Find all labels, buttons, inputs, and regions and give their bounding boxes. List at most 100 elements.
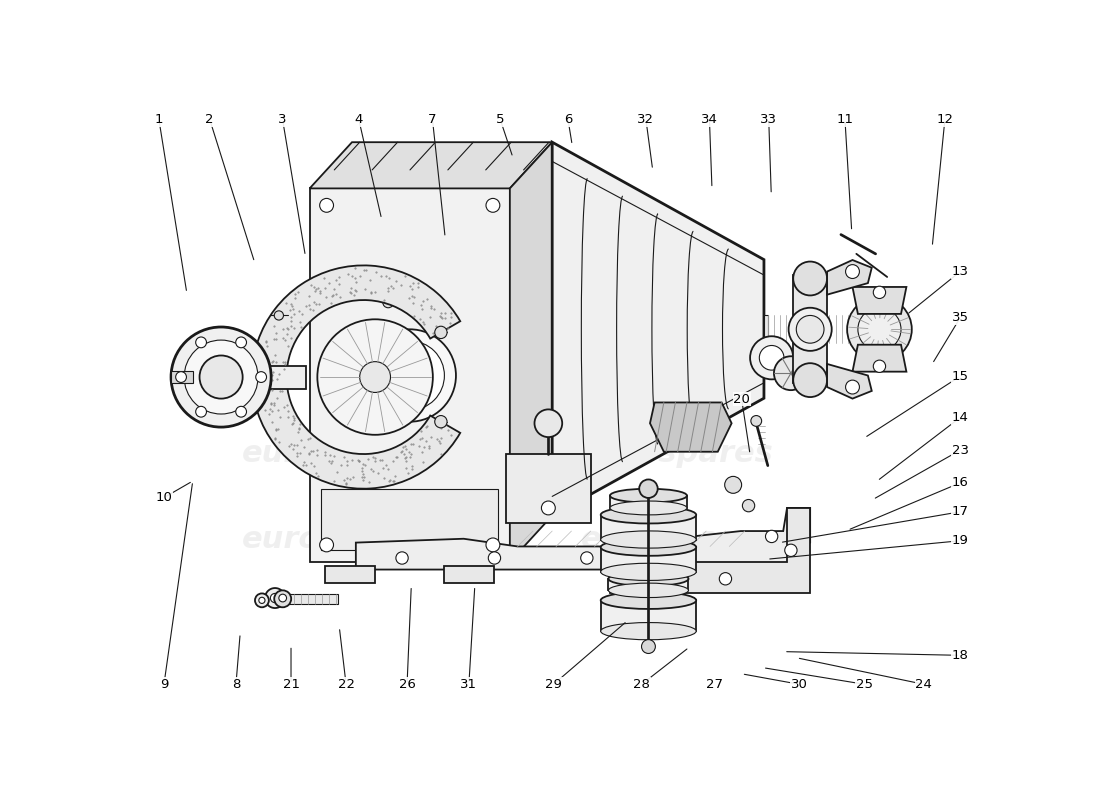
- Polygon shape: [609, 496, 686, 508]
- Circle shape: [846, 380, 859, 394]
- Polygon shape: [793, 275, 827, 315]
- Circle shape: [581, 552, 593, 564]
- Circle shape: [639, 479, 658, 498]
- Text: eurospares: eurospares: [581, 438, 773, 468]
- Circle shape: [541, 501, 556, 515]
- Circle shape: [196, 337, 207, 348]
- Polygon shape: [601, 600, 696, 631]
- Text: 3: 3: [278, 113, 287, 126]
- Text: 15: 15: [952, 370, 969, 382]
- Text: 13: 13: [952, 265, 969, 278]
- Text: 32: 32: [637, 113, 654, 126]
- Circle shape: [363, 330, 455, 422]
- Text: 17: 17: [952, 506, 969, 518]
- Circle shape: [235, 337, 246, 348]
- Polygon shape: [601, 515, 696, 539]
- Text: 14: 14: [952, 411, 969, 424]
- Text: 5: 5: [496, 113, 505, 126]
- Ellipse shape: [601, 506, 696, 523]
- Polygon shape: [793, 343, 827, 383]
- Circle shape: [274, 590, 292, 607]
- Text: 35: 35: [952, 311, 969, 324]
- Polygon shape: [326, 566, 375, 583]
- Circle shape: [172, 327, 272, 427]
- Circle shape: [279, 594, 287, 602]
- Circle shape: [719, 573, 732, 585]
- Circle shape: [396, 552, 408, 564]
- Polygon shape: [310, 188, 510, 562]
- Circle shape: [360, 362, 390, 393]
- Ellipse shape: [601, 563, 696, 581]
- Polygon shape: [243, 366, 306, 389]
- Circle shape: [196, 406, 207, 417]
- Text: 19: 19: [952, 534, 969, 547]
- Circle shape: [751, 415, 761, 426]
- Polygon shape: [650, 402, 732, 452]
- Text: eurospares: eurospares: [242, 438, 434, 468]
- Text: 20: 20: [734, 393, 750, 406]
- Text: 33: 33: [760, 113, 778, 126]
- Ellipse shape: [609, 489, 686, 502]
- Circle shape: [789, 308, 832, 351]
- Circle shape: [759, 346, 784, 370]
- Polygon shape: [852, 345, 906, 372]
- Text: 12: 12: [936, 113, 954, 126]
- Polygon shape: [827, 364, 871, 398]
- Bar: [283, 594, 338, 604]
- Circle shape: [258, 598, 265, 603]
- Circle shape: [873, 286, 886, 298]
- Bar: [172, 371, 192, 383]
- Circle shape: [766, 530, 778, 542]
- Circle shape: [873, 360, 886, 373]
- Text: 26: 26: [398, 678, 416, 690]
- Circle shape: [199, 355, 243, 398]
- Polygon shape: [552, 142, 763, 516]
- Polygon shape: [827, 260, 871, 294]
- Text: 34: 34: [701, 113, 718, 126]
- Ellipse shape: [601, 592, 696, 609]
- Circle shape: [265, 588, 285, 608]
- Ellipse shape: [601, 531, 696, 548]
- Circle shape: [320, 198, 333, 212]
- Circle shape: [793, 363, 827, 397]
- Text: 10: 10: [155, 491, 173, 504]
- Circle shape: [318, 319, 433, 435]
- Circle shape: [725, 476, 741, 494]
- Text: 9: 9: [160, 678, 168, 690]
- Circle shape: [320, 538, 333, 552]
- Circle shape: [274, 311, 284, 320]
- Circle shape: [641, 640, 656, 654]
- Circle shape: [486, 198, 499, 212]
- Text: 29: 29: [546, 678, 562, 690]
- Circle shape: [630, 573, 644, 585]
- Circle shape: [271, 594, 279, 602]
- Polygon shape: [763, 315, 768, 343]
- Polygon shape: [609, 508, 810, 593]
- Polygon shape: [356, 508, 810, 570]
- Circle shape: [255, 372, 266, 382]
- Text: 25: 25: [856, 678, 873, 690]
- Circle shape: [793, 262, 827, 295]
- Text: 8: 8: [232, 678, 240, 690]
- Text: 1: 1: [155, 113, 163, 126]
- Wedge shape: [252, 266, 460, 489]
- Ellipse shape: [608, 583, 689, 598]
- Text: 2: 2: [206, 113, 214, 126]
- Circle shape: [784, 544, 798, 557]
- Circle shape: [176, 372, 186, 382]
- Circle shape: [846, 265, 859, 278]
- Circle shape: [434, 326, 447, 338]
- Text: eurospares: eurospares: [242, 525, 434, 554]
- Circle shape: [255, 594, 268, 607]
- Text: 21: 21: [283, 678, 299, 690]
- Polygon shape: [601, 547, 696, 572]
- Text: eurospares: eurospares: [581, 525, 773, 554]
- Text: 31: 31: [461, 678, 477, 690]
- Text: 7: 7: [428, 113, 437, 126]
- Polygon shape: [510, 142, 552, 562]
- Circle shape: [796, 315, 824, 343]
- Text: 18: 18: [952, 649, 969, 662]
- Text: 28: 28: [634, 678, 650, 690]
- Ellipse shape: [609, 501, 686, 515]
- Ellipse shape: [608, 571, 689, 586]
